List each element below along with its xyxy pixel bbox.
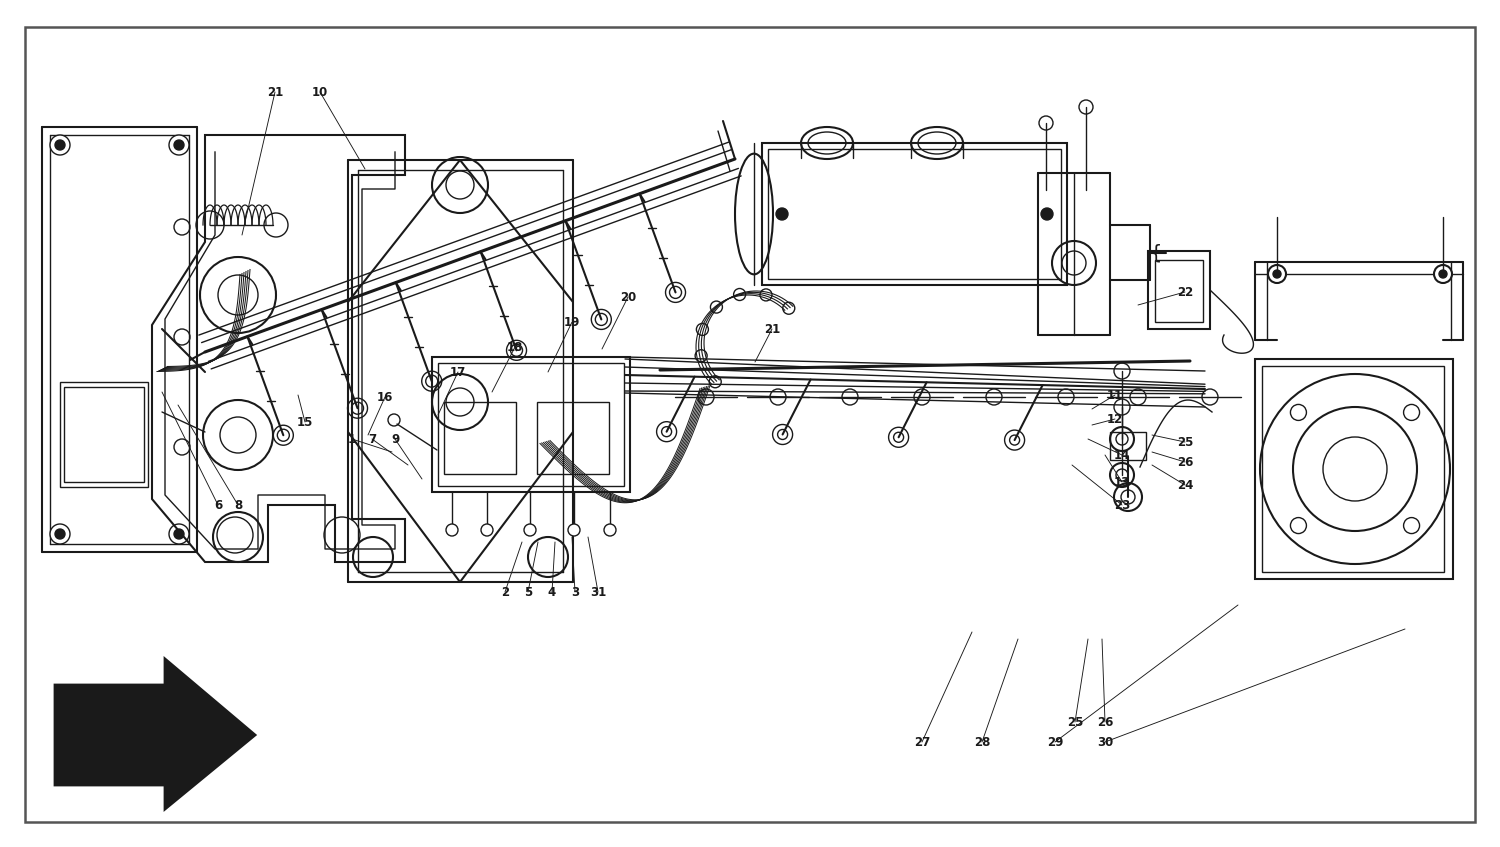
Circle shape bbox=[174, 529, 184, 539]
Text: 26: 26 bbox=[1178, 456, 1192, 468]
Circle shape bbox=[482, 524, 494, 536]
Text: 9: 9 bbox=[392, 433, 399, 446]
Text: 8: 8 bbox=[234, 499, 242, 512]
Bar bbox=[1256, 359, 1454, 579]
Text: 11: 11 bbox=[1107, 389, 1124, 401]
Text: 16: 16 bbox=[376, 390, 393, 403]
Text: 19: 19 bbox=[564, 315, 580, 329]
Text: 6: 6 bbox=[214, 499, 222, 512]
Circle shape bbox=[568, 524, 580, 536]
Circle shape bbox=[170, 135, 189, 155]
Circle shape bbox=[1438, 270, 1448, 278]
Text: 12: 12 bbox=[1107, 412, 1124, 425]
Text: 20: 20 bbox=[620, 291, 636, 303]
Text: 22: 22 bbox=[1178, 285, 1192, 298]
Text: 18: 18 bbox=[507, 340, 524, 353]
Circle shape bbox=[1041, 208, 1053, 220]
Text: {: { bbox=[1150, 243, 1162, 263]
Text: 7: 7 bbox=[368, 433, 376, 446]
Circle shape bbox=[1434, 265, 1452, 283]
Bar bbox=[1110, 432, 1146, 460]
Bar bbox=[1155, 260, 1203, 322]
Text: 5: 5 bbox=[524, 585, 532, 599]
Text: 24: 24 bbox=[1178, 479, 1192, 491]
Text: 26: 26 bbox=[1096, 716, 1113, 728]
Circle shape bbox=[1274, 270, 1281, 278]
Bar bbox=[60, 382, 148, 487]
Circle shape bbox=[50, 135, 70, 155]
Circle shape bbox=[174, 140, 184, 150]
Text: 4: 4 bbox=[548, 585, 556, 599]
Text: 25: 25 bbox=[1178, 435, 1192, 449]
Circle shape bbox=[446, 524, 458, 536]
Circle shape bbox=[604, 524, 616, 536]
Circle shape bbox=[524, 524, 536, 536]
Text: 27: 27 bbox=[914, 735, 930, 749]
Bar bbox=[762, 143, 1066, 285]
Text: 3: 3 bbox=[572, 585, 579, 599]
Circle shape bbox=[170, 524, 189, 544]
Bar bbox=[438, 363, 624, 486]
Text: 30: 30 bbox=[1096, 735, 1113, 749]
Circle shape bbox=[776, 208, 788, 220]
Text: 10: 10 bbox=[312, 86, 328, 98]
Text: 1: 1 bbox=[348, 433, 355, 446]
Circle shape bbox=[50, 524, 70, 544]
Text: 28: 28 bbox=[974, 735, 990, 749]
Text: 17: 17 bbox=[450, 366, 466, 379]
Text: 31: 31 bbox=[590, 585, 606, 599]
Circle shape bbox=[56, 529, 64, 539]
Text: 25: 25 bbox=[1066, 716, 1083, 728]
Text: 13: 13 bbox=[1114, 475, 1130, 489]
Circle shape bbox=[1268, 265, 1286, 283]
Bar bbox=[768, 149, 1060, 279]
Text: 21: 21 bbox=[764, 323, 780, 335]
Bar bbox=[432, 357, 630, 492]
Text: 2: 2 bbox=[501, 585, 509, 599]
Bar bbox=[537, 402, 609, 474]
Bar bbox=[444, 402, 516, 474]
Circle shape bbox=[56, 140, 64, 150]
Text: 21: 21 bbox=[267, 86, 284, 98]
Text: 29: 29 bbox=[1047, 735, 1064, 749]
Bar bbox=[64, 387, 144, 482]
Bar bbox=[1148, 251, 1210, 329]
Text: 23: 23 bbox=[1114, 499, 1130, 512]
Bar bbox=[1262, 366, 1444, 572]
Polygon shape bbox=[56, 659, 255, 809]
Text: 15: 15 bbox=[297, 416, 314, 429]
Text: 14: 14 bbox=[1114, 449, 1130, 462]
